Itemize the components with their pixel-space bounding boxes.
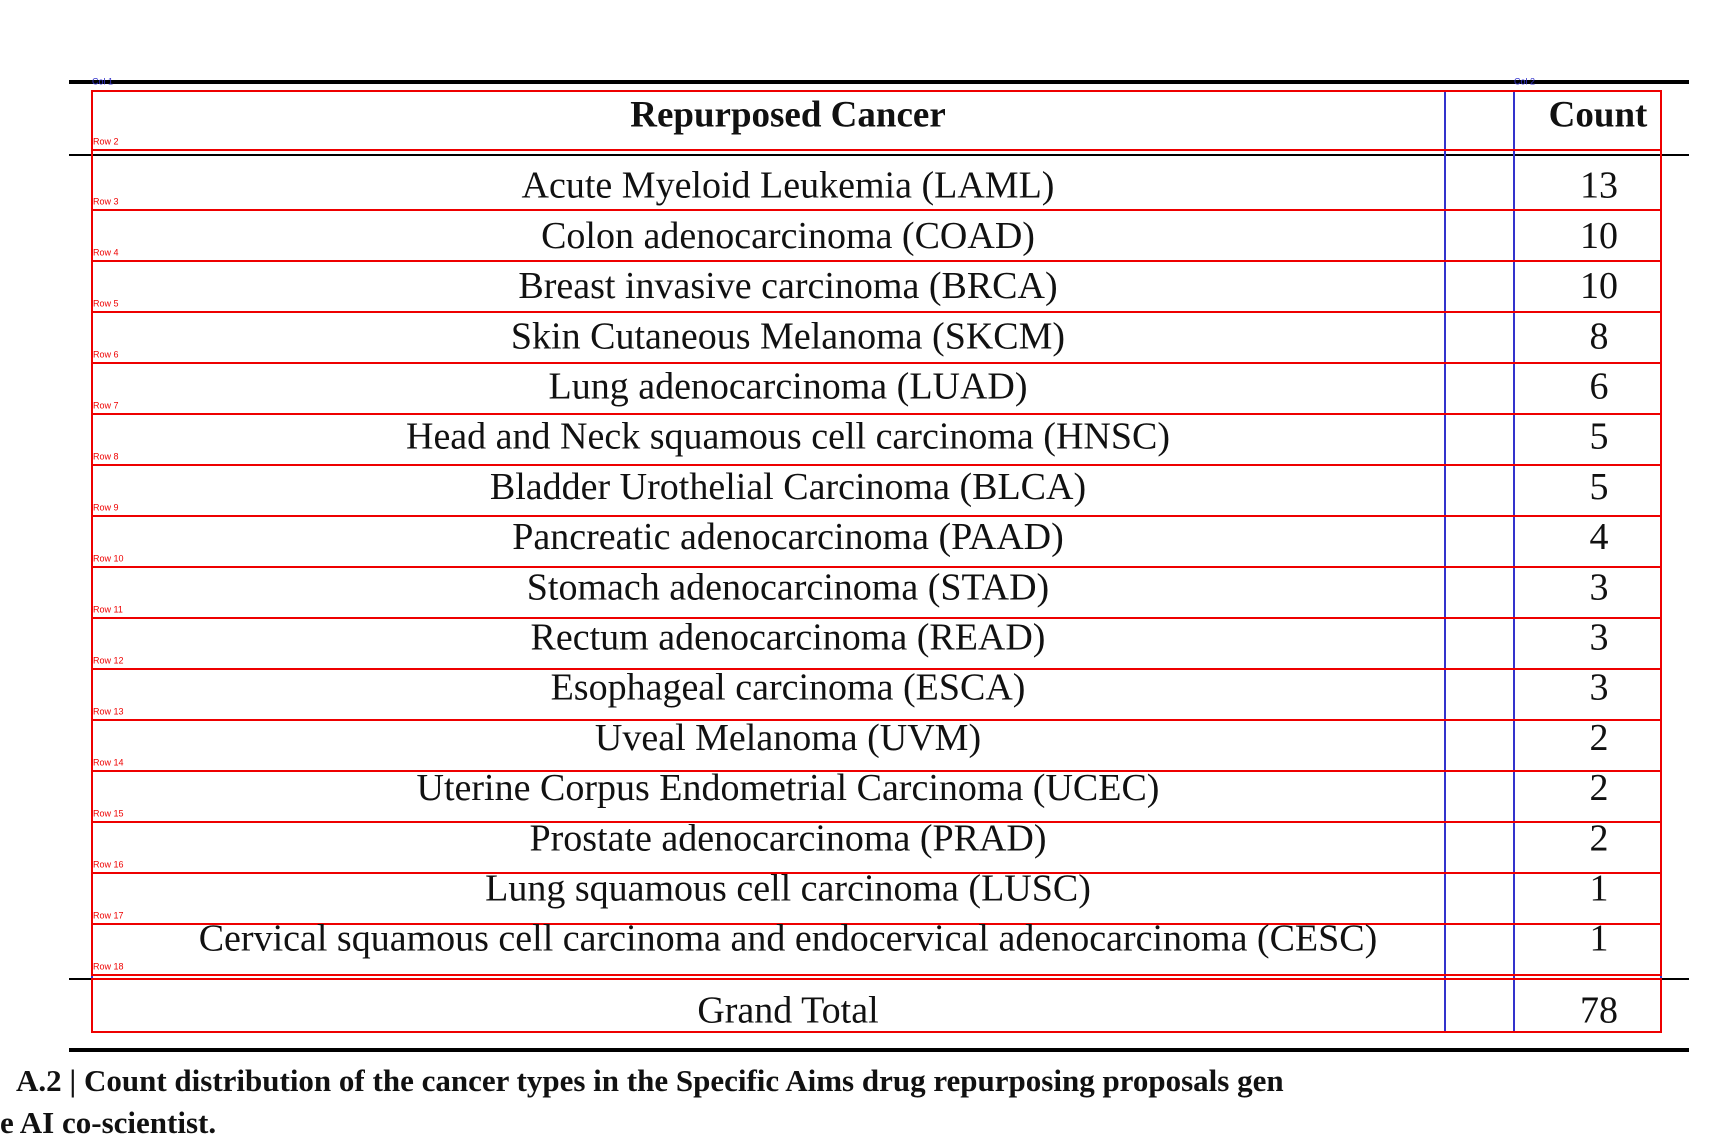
cell-name: Cervical squamous cell carcinoma and end…: [199, 918, 1378, 960]
cell-name: Stomach adenocarcinoma (STAD): [527, 566, 1049, 608]
cell-count: 6: [1590, 366, 1609, 408]
cell-name: Lung squamous cell carcinoma (LUSC): [485, 868, 1091, 910]
header-cell: Count: [1549, 94, 1648, 135]
row-box: [91, 923, 1662, 976]
cell-name: Uterine Corpus Endometrial Carcinoma (UC…: [417, 767, 1160, 809]
row-annotation: Row 5: [93, 298, 119, 308]
cell-name: Acute Myeloid Leukemia (LAML): [522, 165, 1055, 207]
cell-count: 3: [1590, 617, 1609, 659]
row-annotation: Row 9: [93, 502, 119, 512]
row-annotation: Row 2: [93, 136, 119, 146]
cell-count: 10: [1580, 215, 1618, 257]
column-annotation: Col 2: [1514, 76, 1535, 86]
cell-count: 1: [1590, 918, 1609, 960]
cell-count: 2: [1590, 767, 1609, 809]
cell-count: 5: [1590, 416, 1609, 458]
cell-name: Breast invasive carcinoma (BRCA): [518, 265, 1057, 307]
row-annotation: Row 4: [93, 247, 119, 257]
row-annotation: Row 18: [93, 961, 124, 971]
cell-count: 3: [1590, 566, 1609, 608]
cell-name: Prostate adenocarcinoma (PRAD): [529, 817, 1046, 859]
row-annotation: Row 13: [93, 706, 124, 716]
header-cell: Repurposed Cancer: [630, 94, 946, 135]
row-annotation: Row 10: [93, 553, 124, 563]
caption: e AI co-scientist.: [0, 1105, 216, 1135]
row-annotation: Row 15: [93, 808, 124, 818]
row-annotation: Row 12: [93, 655, 124, 665]
cell-count: 13: [1580, 165, 1618, 207]
cell-count: 8: [1590, 315, 1609, 357]
cell-name: Esophageal carcinoma (ESCA): [551, 667, 1026, 709]
cell-count: 2: [1590, 817, 1609, 859]
cell-count: 4: [1590, 516, 1609, 558]
row-annotation: Row 14: [93, 757, 124, 767]
cell-name: Rectum adenocarcinoma (READ): [531, 617, 1046, 659]
row-annotation: Row 6: [93, 349, 119, 359]
total-value: 78: [1580, 990, 1618, 1032]
caption: A.2 | Count distribution of the cancer t…: [16, 1063, 1284, 1098]
cell-name: Head and Neck squamous cell carcinoma (H…: [406, 416, 1170, 458]
cell-count: 10: [1580, 265, 1618, 307]
row-annotation: Row 11: [93, 604, 123, 614]
cell-name: Bladder Urothelial Carcinoma (BLCA): [490, 466, 1086, 508]
cell-name: Colon adenocarcinoma (COAD): [541, 215, 1035, 257]
row-annotation: Row 16: [93, 859, 124, 869]
column-annotation: Col 1: [92, 76, 113, 86]
row-annotation: Row 3: [93, 196, 119, 206]
total-label: Grand Total: [697, 990, 878, 1032]
cell-name: Pancreatic adenocarcinoma (PAAD): [512, 516, 1063, 558]
cell-count: 5: [1590, 466, 1609, 508]
cell-name: Lung adenocarcinoma (LUAD): [548, 366, 1027, 408]
row-annotation: Row 7: [93, 400, 119, 410]
cell-count: 3: [1590, 667, 1609, 709]
row-annotation: Row 8: [93, 451, 119, 461]
row-box: [91, 978, 1662, 1033]
cell-name: Skin Cutaneous Melanoma (SKCM): [511, 315, 1065, 357]
cell-name: Uveal Melanoma (UVM): [595, 717, 981, 759]
cell-count: 1: [1590, 868, 1609, 910]
row-annotation: Row 17: [93, 910, 124, 920]
cell-count: 2: [1590, 717, 1609, 759]
